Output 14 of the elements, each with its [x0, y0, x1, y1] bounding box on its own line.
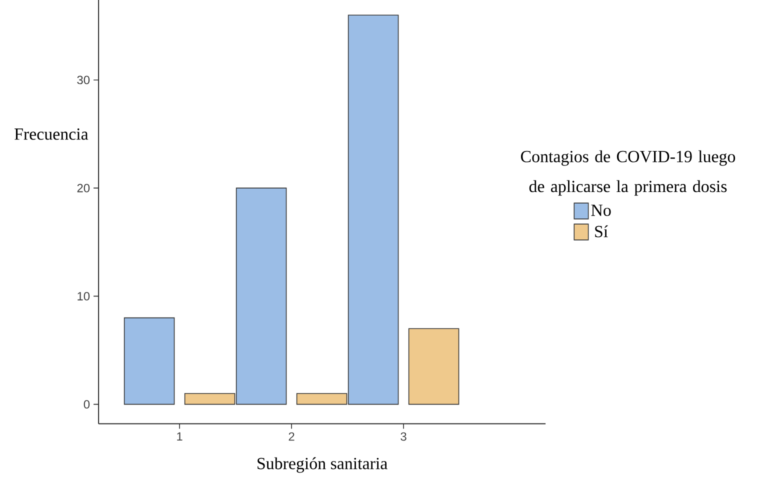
- y-axis-title: Frecuencia: [14, 128, 88, 140]
- y-tick-label: 0: [84, 400, 90, 409]
- bar: [124, 317, 175, 405]
- x-axis-title: Subregión sanitaria: [258, 457, 388, 473]
- legend-title: Contagios de COVID-19 luego de aplicarse la primera dosis: [520, 150, 736, 196]
- bar: [408, 328, 460, 405]
- y-tick-label: 10: [78, 292, 90, 300]
- x-tick-label: 2: [288, 432, 294, 441]
- legend-label: No: [591, 204, 611, 216]
- y-tick-label: 20: [77, 184, 90, 192]
- y-tick-label: 30: [77, 76, 90, 84]
- x-tick-label: 1: [177, 432, 182, 441]
- legend-label: Sí: [595, 225, 608, 238]
- x-tick-label: 3: [400, 432, 406, 441]
